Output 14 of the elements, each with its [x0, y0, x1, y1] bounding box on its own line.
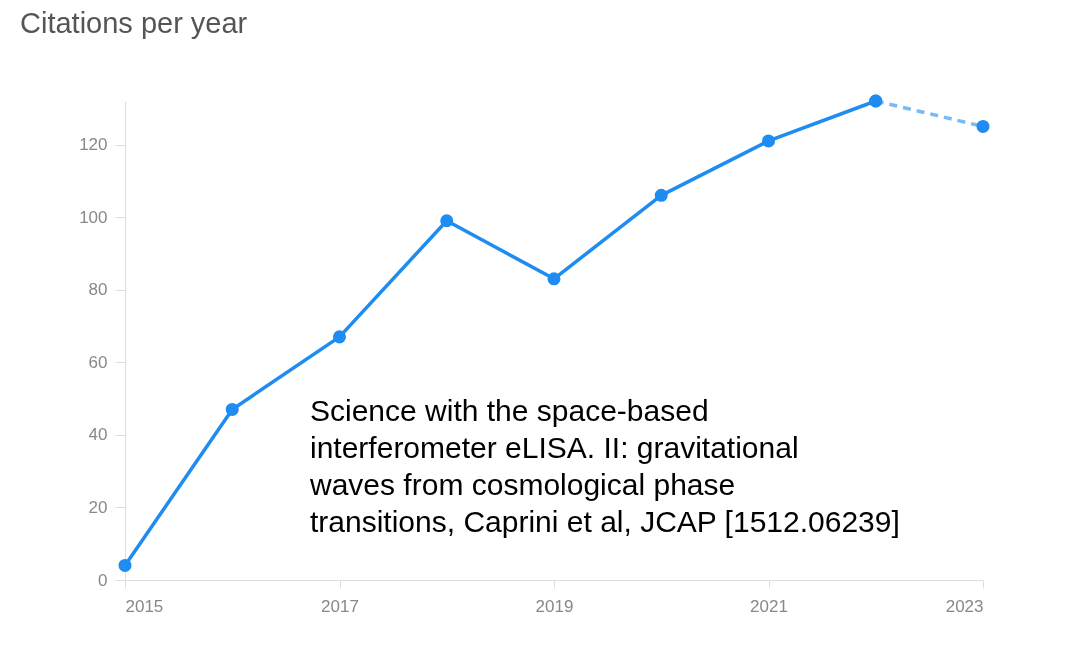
x-tick-label: 2021 [750, 596, 788, 616]
y-tick-label: 40 [88, 425, 108, 445]
chart-title: Citations per year [20, 7, 248, 40]
x-tick-label: 2015 [125, 596, 164, 616]
y-tick-label: 100 [79, 207, 108, 227]
y-tick-label: 120 [79, 135, 108, 155]
y-tick-label: 0 [98, 570, 108, 590]
annotation: Science with the space-based interferometer eLISA. II: gravitational waves from cosmological phase transitions, Caprini et al, JCAP [1512.06239] [309, 394, 900, 538]
y-tick-label: 80 [88, 280, 108, 300]
y-tick-label: 60 [88, 352, 108, 372]
x-tick-label: 2019 [535, 596, 574, 616]
y-tick-label: 20 [88, 497, 108, 517]
x-tick-label: 2023 [945, 596, 984, 616]
x-tick-label: 2017 [321, 596, 359, 616]
